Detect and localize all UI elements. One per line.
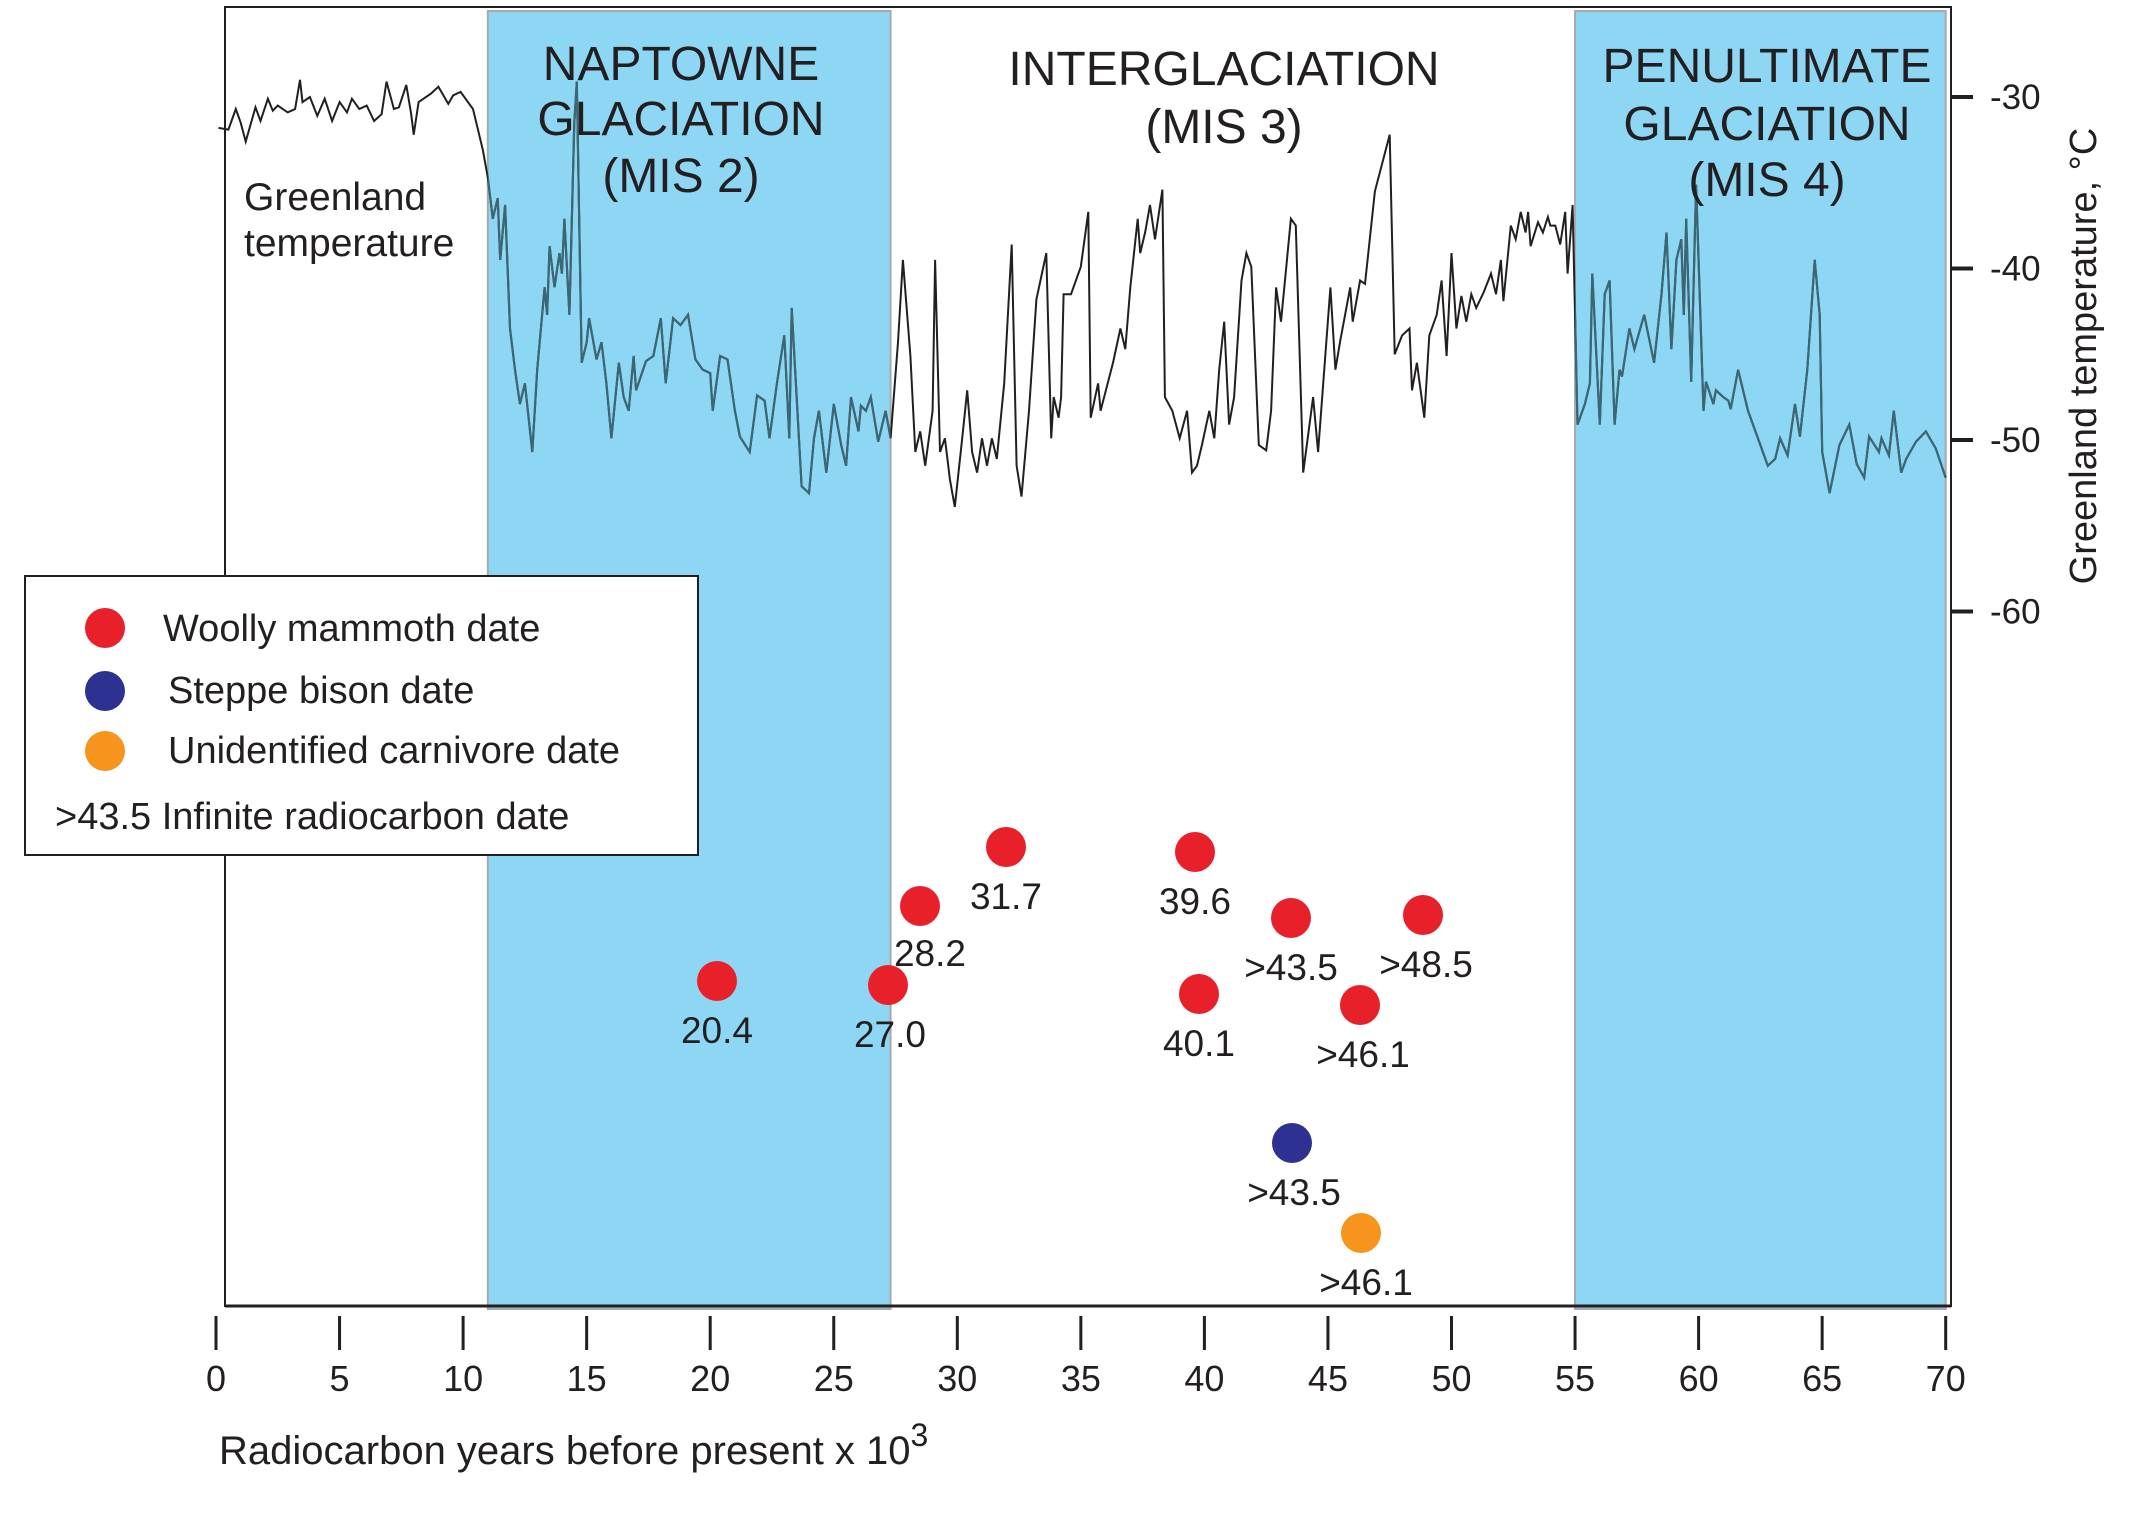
x-axis: 0 5 10 15 20 25 30 35 40 45 50 55 60 65 70 (206, 1304, 1966, 1399)
period-label-0-line-2: (MIS 2) (602, 150, 759, 203)
curve-label-line2: temperature (244, 222, 454, 265)
mammoth-date-label: >46.1 (1316, 1034, 1410, 1075)
x-tick-label-60: 60 (1679, 1358, 1719, 1399)
mammoth-date-label: >43.5 (1244, 947, 1338, 988)
x-tick-label-10: 10 (443, 1358, 483, 1399)
y-tick-label--50: -50 (1990, 421, 2041, 460)
carnivore-date-point (1341, 1213, 1381, 1253)
date-points: 20.4 27.028.231.7 39.640.1>43.5>46.1>48.5>… (681, 827, 1473, 1303)
mammoth-date-point (900, 886, 940, 926)
legend-label-carnivore: Unidentified carnivore date (168, 730, 620, 772)
legend-label-bison: Steppe bison date (168, 670, 474, 712)
x-tick-label-35: 35 (1061, 1358, 1101, 1399)
x-tick-label-40: 40 (1184, 1358, 1224, 1399)
x-tick-label-50: 50 (1431, 1358, 1471, 1399)
x-tick-label-70: 70 (1926, 1358, 1966, 1399)
y-axis-right: -30 -40 -50 -60 (1951, 78, 2041, 632)
legend-box (24, 575, 699, 856)
legend-marker-carnivore (85, 731, 125, 771)
period-label-0-line-0: NAPTOWNE (543, 38, 819, 91)
mammoth-date-label: 27.0 (854, 1014, 926, 1055)
legend-marker-bison (85, 671, 125, 711)
mammoth-date-point (697, 961, 737, 1001)
legend-label-mammoth: Woolly mammoth date (163, 608, 540, 650)
mammoth-date-label: >48.5 (1379, 944, 1473, 985)
mammoth-date-point (1403, 895, 1443, 935)
legend-marker-mammoth (85, 608, 125, 648)
x-axis-title-text: Radiocarbon years before present x 10 (219, 1429, 911, 1473)
mammoth-date-label: 39.6 (1159, 881, 1231, 922)
mammoth-date-point (1179, 974, 1219, 1014)
bison-date-point (1272, 1123, 1312, 1163)
x-axis-title-superscript: 3 (911, 1417, 929, 1453)
x-tick-label-0: 0 (206, 1358, 226, 1399)
mammoth-date-point (1340, 985, 1380, 1025)
legend-note: >43.5 Infinite radiocarbon date (55, 796, 569, 838)
period-band-2 (1574, 10, 1947, 1310)
bison-date-label: >43.5 (1247, 1172, 1341, 1213)
period-label-2-line-0: PENULTIMATE (1603, 40, 1932, 93)
x-tick-label-65: 65 (1802, 1358, 1842, 1399)
mammoth-date-point (1175, 832, 1215, 872)
mammoth-date-label: 20.4 (681, 1010, 753, 1051)
x-tick-label-45: 45 (1308, 1358, 1348, 1399)
x-tick-label-20: 20 (690, 1358, 730, 1399)
x-tick-label-5: 5 (330, 1358, 350, 1399)
x-tick-label-55: 55 (1555, 1358, 1595, 1399)
y-tick-label--40: -40 (1990, 250, 2041, 289)
period-label-2-line-2: (MIS 4) (1688, 154, 1845, 207)
x-tick-label-25: 25 (814, 1358, 854, 1399)
x-tick-label-15: 15 (567, 1358, 607, 1399)
period-label-1-line-0: INTERGLACIATION (1008, 43, 1439, 96)
y-tick-label--60: -60 (1990, 593, 2041, 632)
mammoth-date-point (986, 827, 1026, 867)
carnivore-date-label: >46.1 (1319, 1262, 1413, 1303)
period-label-0-line-1: GLACIATION (537, 93, 824, 146)
y-tick-label--30: -30 (1990, 78, 2041, 117)
y-axis-title: Greenland temperature, °C (2063, 128, 2105, 585)
mammoth-date-label: 31.7 (970, 876, 1042, 917)
mammoth-date-point (1271, 898, 1311, 938)
legend: Woolly mammoth date Steppe bison date Un… (24, 575, 699, 856)
mammoth-date-point (868, 965, 908, 1005)
curve-label-line1: Greenland (244, 176, 426, 219)
mammoth-date-label: 40.1 (1163, 1023, 1235, 1064)
mammoth-date-label: 28.2 (894, 933, 966, 974)
period-label-2-line-1: GLACIATION (1623, 98, 1910, 151)
period-bands (486, 10, 1947, 1310)
x-axis-title: Radiocarbon years before present x 103 (219, 1417, 928, 1473)
x-tick-label-30: 30 (937, 1358, 977, 1399)
period-label-1-line-1: (MIS 3) (1145, 101, 1302, 154)
temperature-curve-group (218, 79, 1947, 508)
